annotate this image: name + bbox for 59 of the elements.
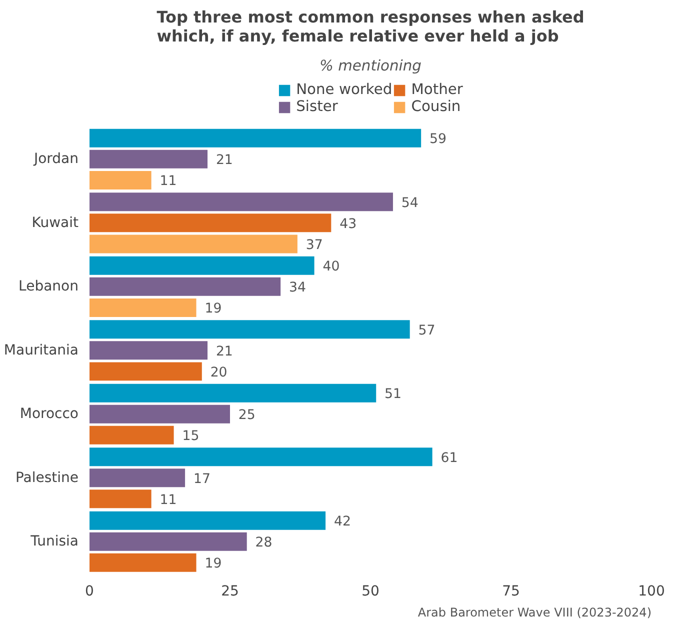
data-label: 59 xyxy=(430,132,446,148)
data-label: 28 xyxy=(255,536,272,551)
data-label: 42 xyxy=(334,514,351,530)
data-label: 11 xyxy=(160,174,177,190)
bar xyxy=(90,511,326,530)
bar xyxy=(90,320,410,339)
bar xyxy=(90,170,152,190)
y-tick-label: Jordan xyxy=(32,151,79,168)
y-tick-label: Morocco xyxy=(20,406,79,422)
y-tick-label: Palestine xyxy=(15,470,79,486)
data-label: 19 xyxy=(204,302,222,317)
x-tick-label: 75 xyxy=(502,584,520,600)
bar xyxy=(90,277,281,296)
chart-title: Top three most common responses when asked which, if any, female relative ever held a job xyxy=(156,8,584,46)
legend-label: None worked xyxy=(296,81,392,98)
bar xyxy=(90,341,208,360)
bar xyxy=(90,256,314,275)
bar xyxy=(90,404,230,424)
data-label: 11 xyxy=(160,492,177,508)
x-tick-label: 0 xyxy=(85,584,94,600)
legend-label: Sister xyxy=(296,98,338,115)
data-label: 51 xyxy=(384,387,402,402)
y-tick-label: Lebanon xyxy=(18,278,79,295)
legend-label: Mother xyxy=(411,81,463,98)
x-tick-label: 25 xyxy=(221,584,239,600)
legend-label: Cousin xyxy=(411,98,461,115)
bar xyxy=(90,128,422,148)
data-label: 17 xyxy=(193,472,210,487)
chart-subtitle: % mentioning xyxy=(320,58,422,74)
bar xyxy=(90,448,432,466)
data-label: 40 xyxy=(322,260,340,275)
bar xyxy=(90,150,208,168)
data-label: 54 xyxy=(401,196,418,211)
data-label: 25 xyxy=(238,408,256,424)
data-label: 20 xyxy=(210,365,228,380)
data-label: 43 xyxy=(340,216,357,232)
data-label: 61 xyxy=(440,450,458,466)
text: Arab Barometer Wave VIII (2023-2024) xyxy=(418,606,652,620)
bar xyxy=(90,384,376,402)
bar xyxy=(90,362,202,381)
bar xyxy=(90,490,152,508)
data-label: 21 xyxy=(216,153,233,168)
bar xyxy=(90,468,186,488)
y-tick-label: Tunisia xyxy=(30,534,79,550)
bar xyxy=(90,532,247,551)
bar xyxy=(90,426,174,444)
data-label: 34 xyxy=(289,280,306,296)
data-label: 15 xyxy=(182,429,200,444)
bar xyxy=(90,298,196,317)
x-tick-label: 100 xyxy=(638,584,665,600)
bar xyxy=(90,553,196,572)
x-tick-label: 50 xyxy=(362,584,380,600)
y-tick-label: Mauritania xyxy=(4,342,79,358)
data-label: 19 xyxy=(204,556,222,572)
y-tick-label: Kuwait xyxy=(32,214,80,231)
data-label: 21 xyxy=(216,344,233,360)
data-label: 57 xyxy=(418,323,436,338)
data-label: 37 xyxy=(306,238,323,253)
bar xyxy=(90,234,298,254)
